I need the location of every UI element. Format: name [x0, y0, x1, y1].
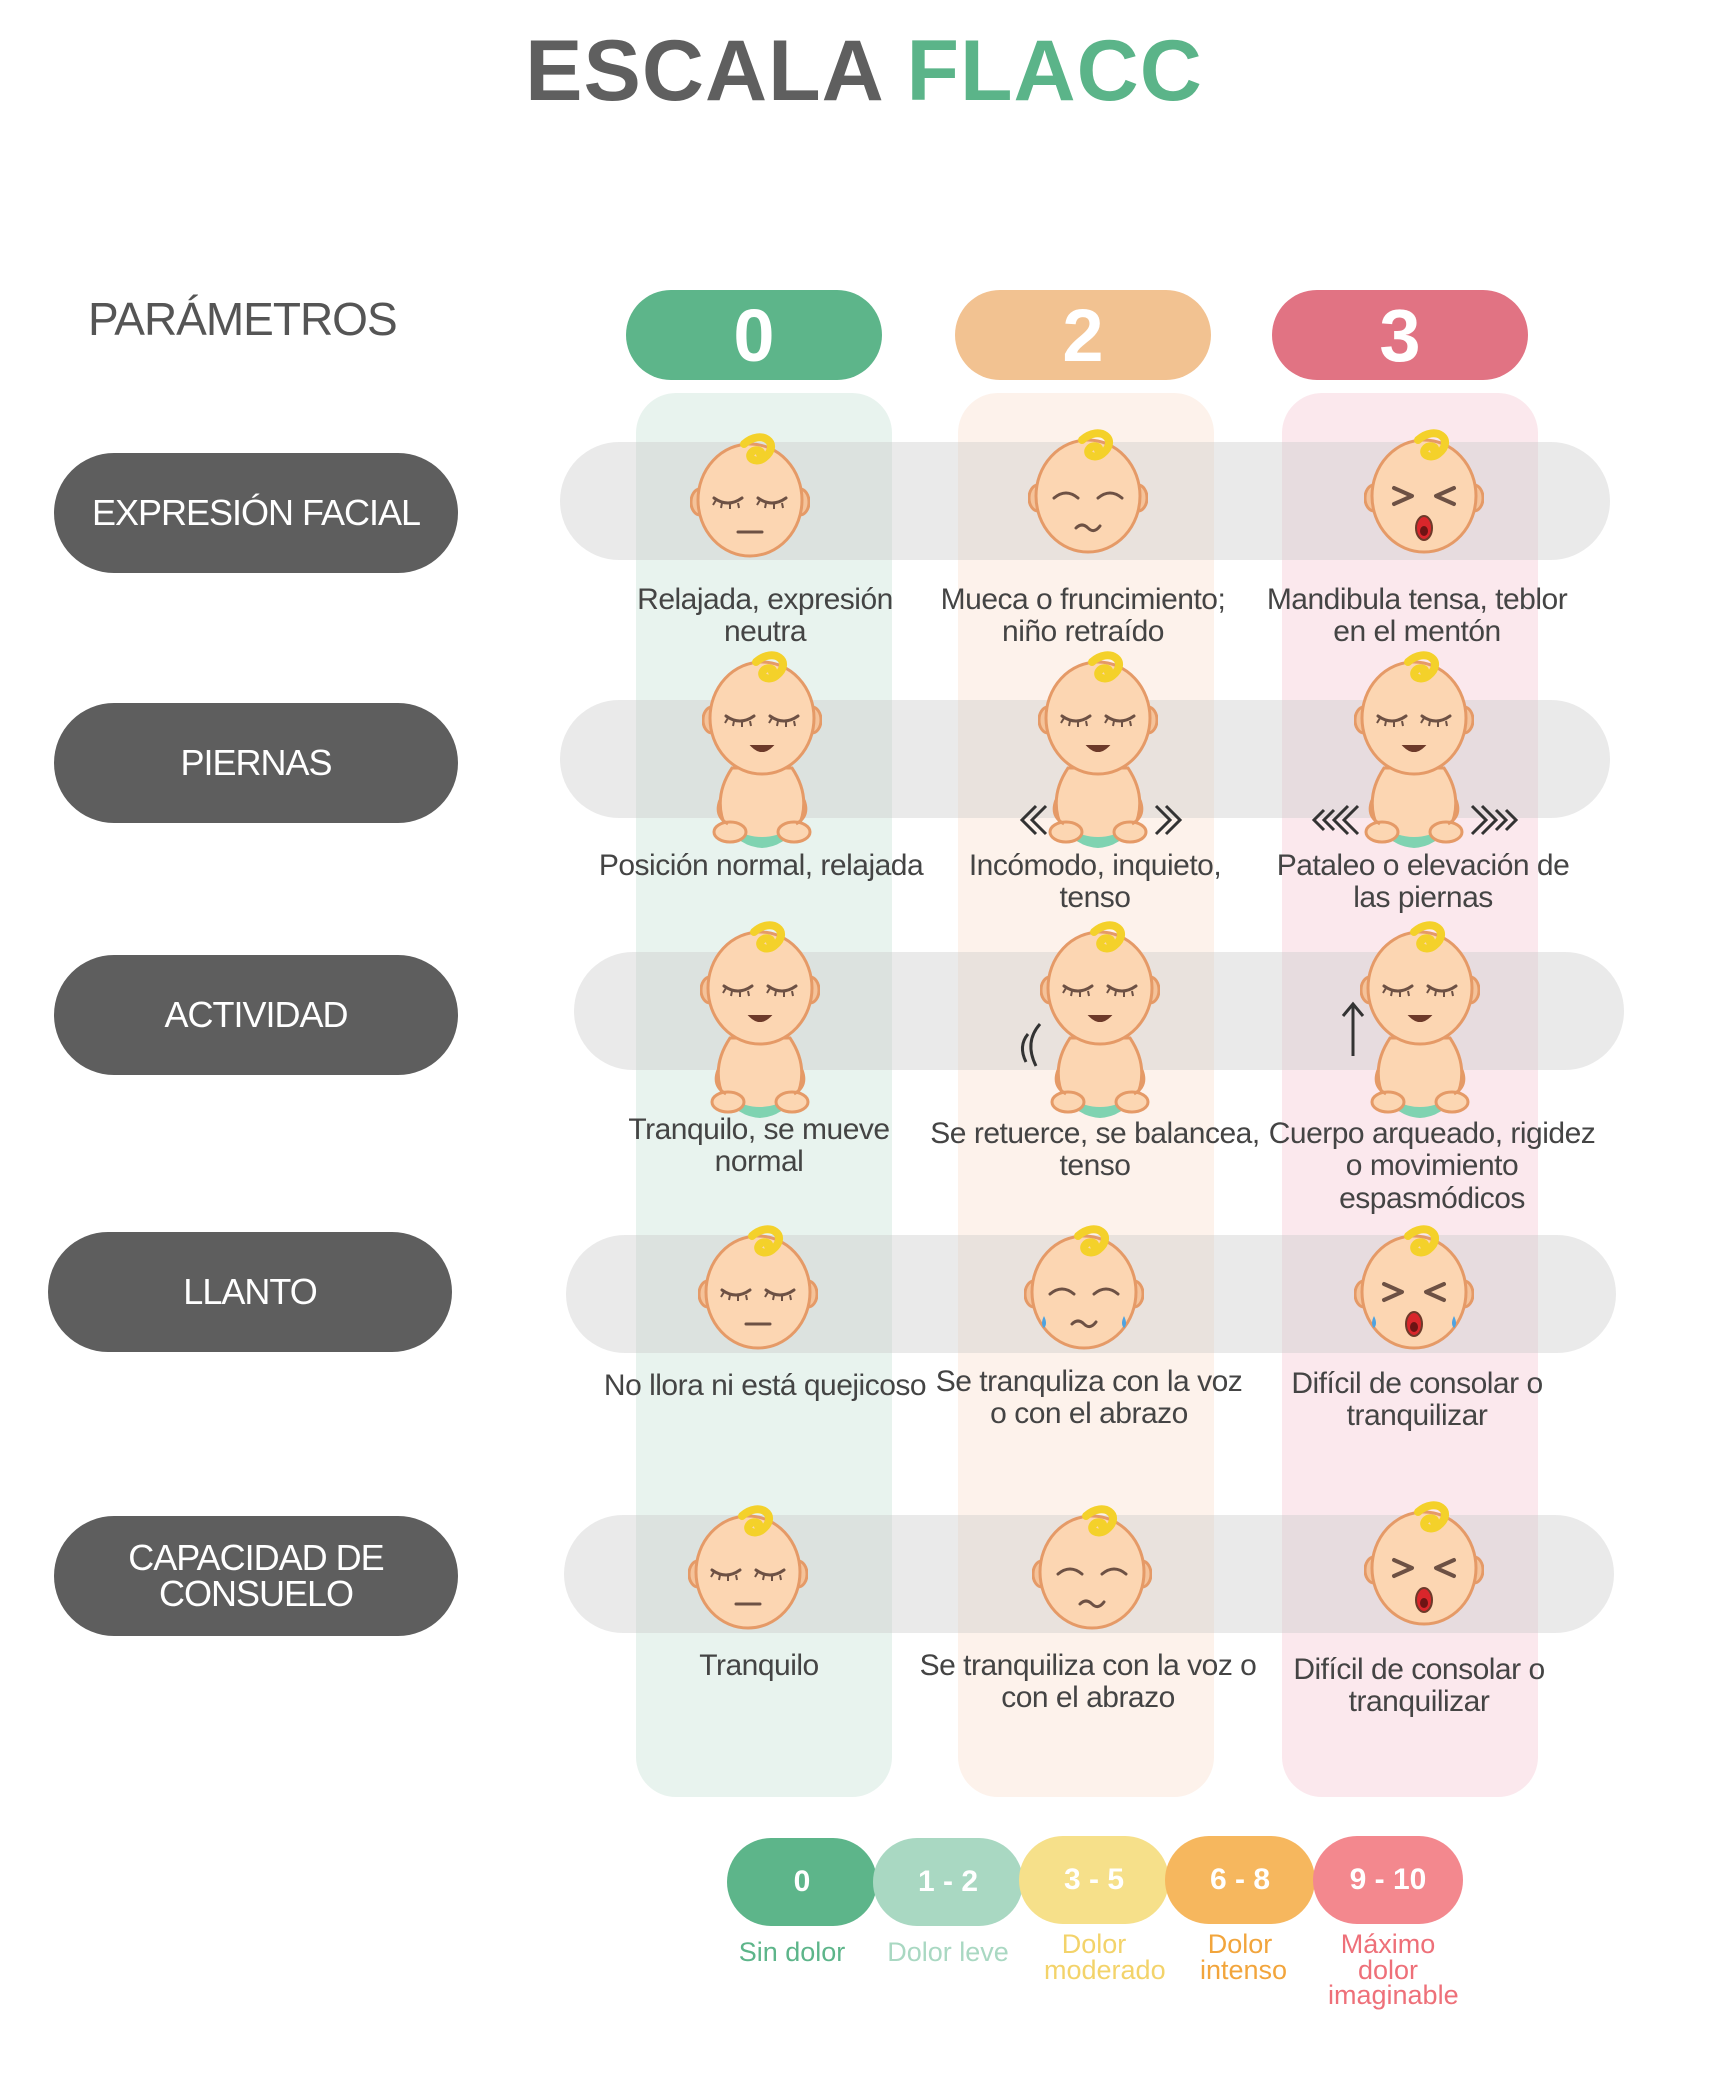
title-part-2: FLACC: [906, 23, 1203, 119]
legend-pill-0: 0: [727, 1838, 877, 1926]
desc-llanto-0: No llora ni está quejicoso: [603, 1369, 927, 1402]
desc-expresion-2: Mueca o fruncimiento; niño retraído: [940, 583, 1226, 649]
desc-piernas-3: Pataleo o elevación de las piernas: [1276, 849, 1570, 915]
baby-face-not-crying-icon: [698, 1224, 818, 1354]
legend-label-dolor-leve: Dolor leve: [887, 1937, 1009, 1967]
parameters-heading: PARÁMETROS: [88, 293, 398, 345]
squirm-lines-icon: [1021, 1023, 1042, 1067]
baby-activity-calm-icon: [700, 920, 820, 1120]
desc-consuelo-3: Difícil de consolar o tranquilizar: [1293, 1653, 1545, 1719]
page-title: ESCALA FLACC: [0, 22, 1728, 121]
baby-face-wailing-icon: [1354, 1224, 1474, 1354]
desc-actividad-2: Se retuerce, se balancea, tenso: [930, 1117, 1260, 1183]
param-piernas: PIERNAS: [54, 703, 458, 823]
param-actividad: ACTIVIDAD: [54, 955, 458, 1075]
desc-expresion-3: Mandibula tensa, teblor en el mentón: [1266, 583, 1568, 649]
param-llanto: LLANTO: [48, 1232, 452, 1352]
baby-legs-relaxed-icon: [702, 650, 822, 850]
kick-arrows-icon: [1311, 804, 1519, 836]
desc-consuelo-0: Tranquilo: [699, 1649, 819, 1682]
legend-label-dolor-intenso: Dolor intenso: [1200, 1929, 1288, 1985]
desc-piernas-2: Incómodo, inquieto, tenso: [968, 849, 1222, 915]
param-capacidad-de-consuelo: CAPACIDAD DE CONSUELO: [54, 1516, 458, 1636]
param-expresion-facial: EXPRESIÓN FACIAL: [54, 453, 458, 573]
title-part-1: ESCALA: [525, 23, 882, 119]
legend-label-sin-dolor: Sin dolor: [738, 1937, 846, 1967]
score-pill-0: 0: [626, 290, 882, 380]
desc-consuelo-2: Se tranquiliza con la voz o con el abraz…: [919, 1649, 1257, 1715]
legend-pill-3-5: 3 - 5: [1019, 1836, 1169, 1924]
legend-pill-1-2: 1 - 2: [873, 1838, 1023, 1926]
baby-activity-squirming-icon: [1040, 920, 1160, 1120]
baby-face-crying-icon: [1364, 428, 1484, 558]
legend-label-dolor-moderado: Dolor moderado: [1044, 1929, 1166, 1985]
legend-pill-9-10: 9 - 10: [1313, 1836, 1463, 1924]
desc-actividad-3: Cuerpo arqueado, rigidez o movimiento es…: [1268, 1117, 1596, 1215]
baby-face-calm-icon: [688, 1504, 808, 1634]
legend-pill-6-8: 6 - 8: [1165, 1836, 1315, 1924]
legend-label-maximo-dolor: Máximo dolor imaginable: [1328, 1929, 1459, 2011]
baby-face-consolable-icon: [1032, 1504, 1152, 1634]
score-pill-3: 3: [1272, 290, 1528, 380]
baby-face-grimace-icon: [1028, 428, 1148, 558]
baby-activity-arched-icon: [1360, 920, 1480, 1120]
score-pill-2: 2: [955, 290, 1211, 380]
desc-piernas-0: Posición normal, relajada: [598, 849, 924, 882]
motion-arrows-icon: [1019, 804, 1183, 836]
desc-llanto-3: Difícil de consolar o tranquilizar: [1291, 1367, 1543, 1433]
desc-actividad-0: Tranquilo, se mueve normal: [628, 1113, 890, 1179]
baby-face-whimper-icon: [1024, 1224, 1144, 1354]
desc-llanto-2: Se tranquliza con la voz o con el abrazo: [935, 1365, 1243, 1431]
desc-expresion-0: Relajada, expresión neutra: [637, 583, 893, 649]
baby-face-relaxed-icon: [690, 432, 810, 562]
up-arrow-icon: [1341, 1001, 1365, 1056]
baby-face-inconsolable-icon: [1364, 1500, 1484, 1630]
